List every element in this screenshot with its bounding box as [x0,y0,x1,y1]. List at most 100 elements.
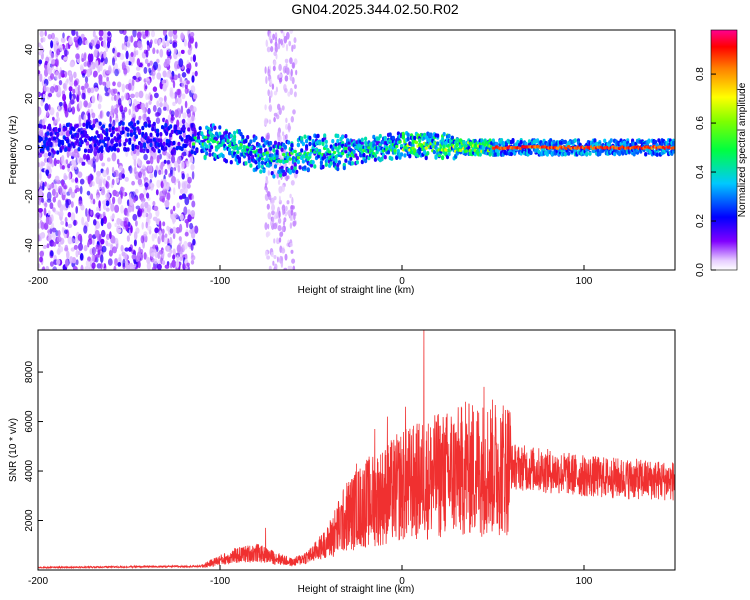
noise-mark [63,100,67,109]
noise-mark [63,175,68,181]
noise-mark [125,224,129,232]
noise-mark [73,244,78,250]
noise-mark [43,207,47,216]
noise-mark [125,50,129,60]
noise-mark [47,34,52,40]
noise-mark [272,260,275,266]
ridge-mark [193,132,197,137]
noise-mark [267,89,271,97]
ridge-mark [177,141,181,147]
noise-mark [57,199,62,208]
noise-mark [275,86,278,93]
noise-mark [166,40,170,47]
noise-mark [186,108,191,114]
ridge-mark [110,139,114,144]
ridge-mark [100,145,104,150]
ridge-mark [172,140,176,146]
noise-mark [183,206,188,216]
noise-mark [266,231,271,237]
ridge-mark [105,132,109,137]
noise-mark [93,39,97,48]
noise-mark [143,82,147,92]
noise-mark [282,207,285,216]
ridge-mark [224,159,228,164]
noise-mark [191,114,195,122]
noise-mark [271,210,275,216]
noise-mark [47,236,51,242]
noise-mark [95,244,100,250]
noise-mark [166,191,171,201]
noise-mark [172,248,176,254]
noise-mark [77,250,81,256]
noise-mark [83,153,87,160]
noise-mark [148,164,153,173]
noise-mark [132,152,137,161]
noise-mark [133,231,138,240]
noise-mark [60,210,64,218]
ridge-mark [613,151,617,157]
noise-mark [101,245,107,253]
noise-mark [181,182,186,190]
ridge-mark [319,160,323,165]
snr-xtick-label: -100 [210,576,230,587]
ridge-mark [249,150,253,156]
ridge-peak-mark [458,148,463,153]
ridge-mark [121,129,125,135]
noise-mark [190,243,194,251]
noise-mark [66,149,70,158]
ridge-mark [450,135,454,140]
ridge-mark [126,132,130,137]
noise-mark [285,117,288,124]
noise-mark [102,170,108,178]
noise-mark [60,37,66,43]
ridge-mark [296,142,300,148]
noise-mark [38,263,41,269]
noise-mark [184,87,189,95]
ridge-mark [111,126,115,131]
noise-mark [144,30,149,37]
ridge-mark [401,131,405,137]
noise-mark [39,73,43,82]
noise-mark [147,225,152,232]
ridge-mark [360,159,364,165]
noise-mark [77,171,83,178]
noise-mark [39,172,42,181]
noise-mark [111,166,115,174]
ridge-mark [609,138,613,143]
noise-mark [281,248,286,254]
noise-mark [49,202,54,210]
ridge-mark [169,124,173,129]
noise-mark [267,191,271,197]
ridge-mark [362,152,366,158]
ridge-peak-mark [298,152,302,156]
noise-mark [83,100,88,108]
snr-xtick-label: 100 [576,576,593,587]
noise-mark [287,210,291,215]
noise-mark [51,32,55,40]
spectrogram-xtick-label: -200 [28,276,48,287]
noise-mark [172,254,176,260]
noise-mark [47,92,53,98]
colorbar-tick-label: 0.0 [695,263,706,277]
ridge-mark [210,127,214,132]
ridge-mark [273,140,278,145]
noise-mark [41,122,45,131]
ridge-mark [349,156,353,161]
noise-mark [171,175,176,184]
noise-mark [52,116,55,121]
noise-mark [289,30,294,34]
noise-mark [146,160,151,165]
ridge-mark [321,164,325,170]
ridge-peak-mark [395,144,399,149]
noise-mark [133,263,137,268]
ridge-mark [280,147,284,152]
ridge-mark [283,144,287,150]
noise-mark [97,103,102,110]
noise-mark [114,222,118,228]
noise-mark [264,182,267,189]
ridge-mark [111,129,115,135]
noise-mark [182,112,187,119]
noise-mark [159,153,162,160]
noise-mark [68,150,72,157]
